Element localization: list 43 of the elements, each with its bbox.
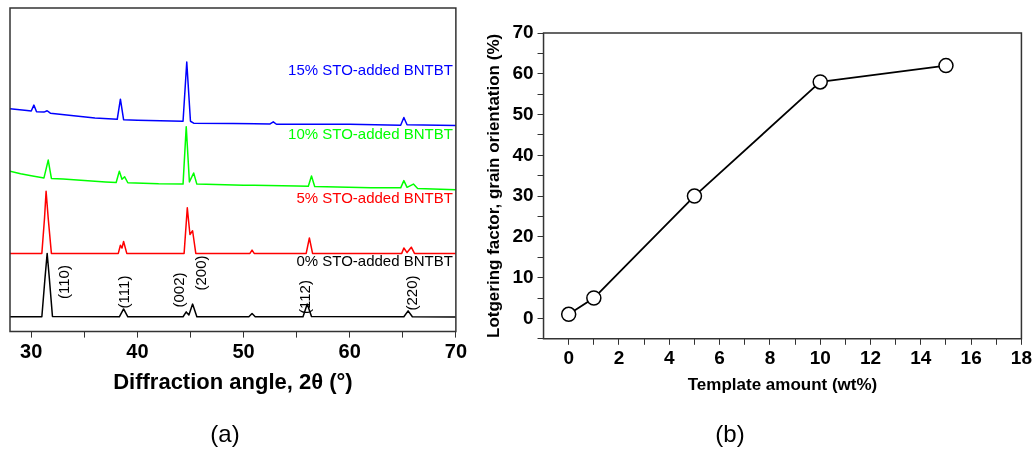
text: 5% STO-added BNTBT	[296, 188, 453, 206]
x-tick-label: 4	[664, 347, 676, 369]
annotation: (110)	[55, 265, 73, 299]
x-tick-label: 14	[910, 347, 932, 369]
annotation: (200)	[192, 255, 210, 291]
annotation: (220)	[403, 275, 421, 311]
y-tick-label: 50	[512, 102, 534, 124]
x-tick-label: 8	[764, 347, 776, 369]
y-tick-label: 10	[512, 265, 534, 287]
x-axis-title: Template amount (wt%)	[687, 375, 878, 395]
x-tick-label: 40	[126, 340, 149, 363]
annotation: (002)	[170, 272, 188, 308]
point	[812, 74, 828, 90]
y-tick-label: 0	[522, 306, 534, 328]
x-tick-label: 60	[338, 340, 361, 363]
x-tick-label: 30	[20, 340, 43, 363]
y-tick-label: 70	[512, 21, 534, 43]
y-tick-label: 20	[512, 225, 534, 247]
point	[586, 290, 602, 306]
y-tick-label: 40	[512, 143, 534, 165]
x-tick-label: 18	[1010, 347, 1032, 369]
text: 0% STO-added BNTBT	[296, 252, 453, 270]
x-tick-label: 2	[613, 347, 625, 369]
point	[938, 57, 954, 74]
y-tick-label: 60	[512, 62, 534, 84]
point	[560, 306, 577, 323]
y-tick-label: 30	[512, 184, 534, 206]
x-tick-label: 50	[232, 340, 255, 363]
y-axis-title: Lotgering factor, grain orientation (%)	[483, 33, 503, 338]
annotation: (112)	[296, 280, 314, 314]
x-axis-title: Diffraction angle, 2θ (°)	[113, 368, 353, 394]
x-tick-label: 16	[960, 347, 982, 369]
x-tick-label: 12	[859, 347, 882, 369]
annotation: (111)	[115, 275, 133, 309]
text: 15% STO-added BNTBT	[288, 60, 453, 78]
text: (a)	[209, 420, 241, 448]
x-tick-label: 0	[563, 347, 574, 369]
text: (b)	[714, 420, 746, 448]
x-tick-label: 6	[714, 347, 725, 369]
x-tick-label: 10	[809, 347, 831, 369]
text: 10% STO-added BNTBT	[288, 124, 453, 142]
x-tick-label: 70	[444, 340, 467, 363]
point	[686, 188, 703, 204]
